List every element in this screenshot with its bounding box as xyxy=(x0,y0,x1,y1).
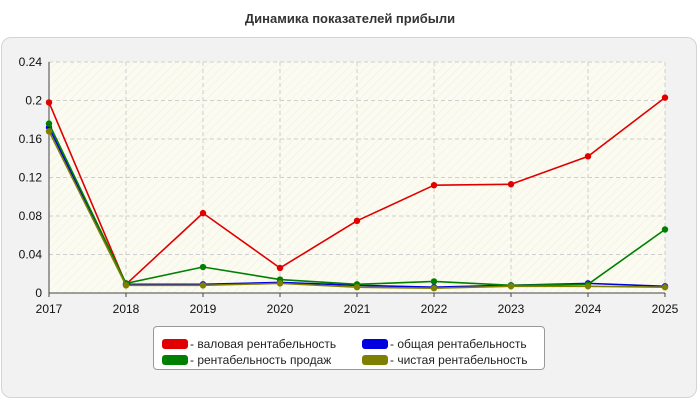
data-point xyxy=(276,280,284,287)
y-tick-label: 0.2 xyxy=(25,94,42,108)
x-tick-label: 2019 xyxy=(190,302,217,316)
legend-swatch xyxy=(362,339,388,349)
data-point xyxy=(199,209,207,217)
legend-swatch xyxy=(162,355,188,365)
data-point xyxy=(353,284,361,291)
y-tick-label: 0.04 xyxy=(19,248,43,262)
legend-label: - общая рентабельность xyxy=(390,337,527,351)
data-point xyxy=(507,181,515,188)
x-tick-label: 2022 xyxy=(421,302,448,316)
chart-title: Динамика показателей прибыли xyxy=(244,11,456,26)
legend-label: - чистая рентабельность xyxy=(390,353,528,367)
x-tick-label: 2024 xyxy=(575,302,602,316)
data-point xyxy=(353,217,361,225)
data-point xyxy=(45,99,53,106)
x-tick-label: 2018 xyxy=(113,302,140,316)
data-point xyxy=(276,264,284,272)
x-tick-label: 2017 xyxy=(36,302,63,316)
y-tick-label: 0.08 xyxy=(19,209,43,223)
data-point xyxy=(430,284,438,292)
legend-label: - валовая рентабельность xyxy=(190,337,337,351)
x-tick-label: 2023 xyxy=(498,302,525,316)
data-point xyxy=(45,120,53,127)
y-tick-label: 0.24 xyxy=(19,55,43,69)
y-tick-label: 0.16 xyxy=(19,132,43,146)
legend-swatch xyxy=(162,339,188,349)
legend: - валовая рентабельность - общая рентабе… xyxy=(153,326,545,370)
data-point xyxy=(661,284,669,291)
legend-swatch xyxy=(362,355,388,365)
data-point xyxy=(430,182,438,189)
data-point xyxy=(584,283,592,290)
data-point xyxy=(661,226,669,233)
y-tick-label: 0.12 xyxy=(19,171,43,185)
data-point xyxy=(430,278,438,285)
data-point xyxy=(199,282,207,289)
data-point xyxy=(661,94,669,101)
data-point xyxy=(122,282,130,289)
legend-label: - рентабельность продаж xyxy=(190,353,332,367)
x-tick-label: 2021 xyxy=(344,302,371,316)
x-tick-label: 2025 xyxy=(652,302,679,316)
y-tick-label: 0 xyxy=(35,286,42,300)
data-point xyxy=(45,128,53,135)
data-point xyxy=(199,263,207,271)
data-point xyxy=(584,153,592,160)
data-point xyxy=(507,283,515,290)
x-tick-label: 2020 xyxy=(267,302,294,316)
